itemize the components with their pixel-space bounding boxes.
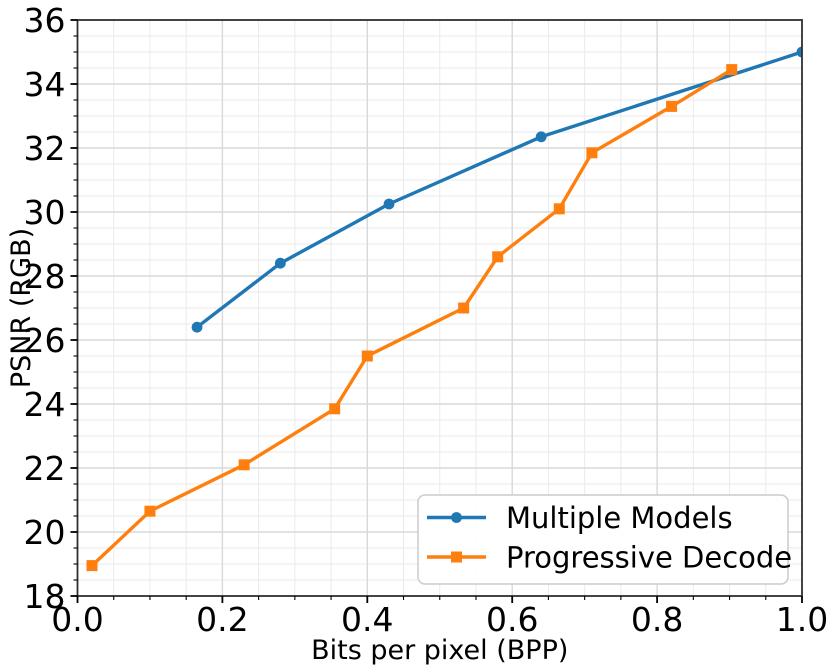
- y-tick-label: 34: [24, 65, 66, 104]
- data-point-square: [86, 560, 98, 572]
- legend-circle-marker-icon: [451, 512, 462, 523]
- data-point-circle: [535, 131, 547, 143]
- data-point-square: [238, 459, 250, 471]
- data-point-square: [726, 64, 738, 76]
- y-tick-label: 28: [24, 257, 66, 296]
- legend-item-multiple-models: Multiple Models: [427, 501, 733, 535]
- y-tick-label: 18: [24, 577, 66, 616]
- data-point-square: [458, 302, 470, 314]
- legend-square-marker-icon: [451, 551, 462, 563]
- data-point-circle: [274, 257, 286, 269]
- y-tick-label: 20: [24, 513, 66, 552]
- ticks-minor: [73, 35, 767, 600]
- y-axis-label: PSNR (RGB): [6, 228, 37, 388]
- x-tick-labels: 0.0 0.2 0.4 0.6 0.8 1.0: [51, 600, 828, 639]
- legend-box: [417, 494, 789, 585]
- x-tick-label: 0.2: [196, 600, 248, 639]
- data-point-square: [361, 350, 373, 362]
- data-point-circle: [383, 198, 395, 210]
- y-tick-label: 26: [24, 321, 66, 360]
- x-tick-label: 0.0: [51, 600, 103, 639]
- y-tick-label: 32: [24, 129, 66, 168]
- data-point-square: [586, 147, 598, 159]
- data-point-square: [553, 203, 565, 215]
- y-tick-label: 24: [24, 385, 66, 424]
- y-tick-label: 22: [24, 449, 66, 488]
- data-point-circle: [796, 46, 802, 58]
- data-point-circle: [191, 321, 203, 333]
- x-tick-label: 0.4: [341, 600, 393, 639]
- legend-label: Multiple Models: [506, 501, 733, 535]
- legend: Multiple Models Progressive Decode: [417, 494, 792, 585]
- legend-label: Progressive Decode: [506, 541, 792, 575]
- series-multiple-models: [191, 46, 802, 333]
- x-axis-label: Bits per pixel (BPP): [311, 635, 568, 666]
- data-point-square: [144, 505, 156, 517]
- x-tick-label: 1.0: [776, 600, 828, 639]
- y-tick-label: 36: [24, 1, 66, 40]
- ticks-major: [70, 19, 803, 603]
- data-point-square: [329, 403, 341, 415]
- series-progressive-decode: [86, 64, 738, 572]
- data-point-square: [492, 251, 504, 263]
- data-point-square: [666, 100, 678, 112]
- x-tick-label: 0.6: [486, 600, 538, 639]
- y-tick-label: 30: [24, 193, 66, 232]
- x-tick-label: 0.8: [631, 600, 683, 639]
- y-tick-labels: 18 20 22 24 26 28 30 32 34 36: [24, 1, 66, 616]
- legend-item-progressive-decode: Progressive Decode: [427, 541, 792, 575]
